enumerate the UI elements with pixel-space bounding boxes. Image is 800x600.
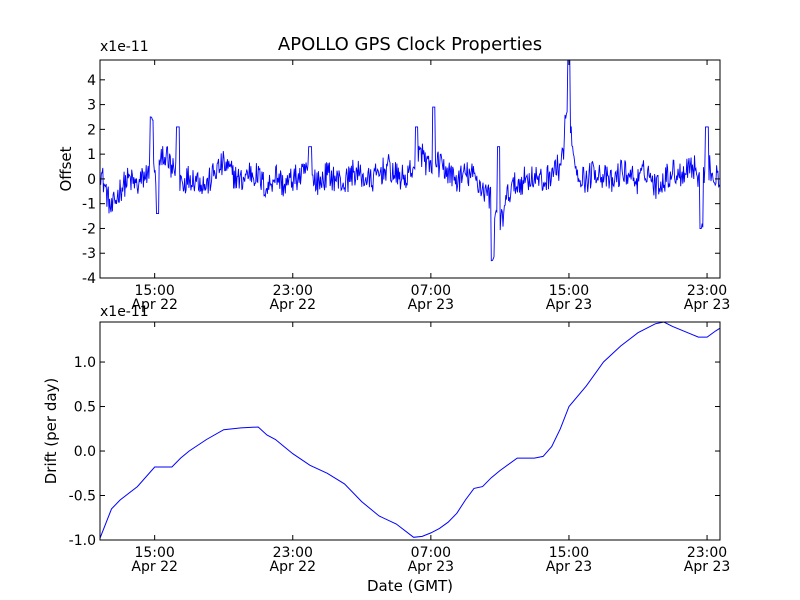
offset-x-tick-time: 15:00 [549,283,589,299]
offset-y-tick-label: -3 [82,246,96,262]
offset-series-line [99,59,721,262]
drift-x-tick-date: Apr 22 [131,559,177,575]
offset-y-tick-label: 3 [87,98,96,114]
offset-y-tick-label: -4 [82,271,96,287]
drift-series-group [99,321,721,539]
drift-axes-frame [99,321,721,541]
drift-y-tick-label: -1.0 [69,533,96,549]
offset-y-tick-label: 4 [87,73,96,89]
drift-x-tick-date: Apr 22 [270,559,316,575]
drift-y-tick-label: 0.0 [74,444,96,460]
drift-multiplier: x1e-11 [100,304,149,320]
offset-y-tick-label: 1 [87,147,96,163]
offset-x-tick-time: 15:00 [134,283,174,299]
offset-x-tick-date: Apr 23 [684,297,730,313]
chart-title: APOLLO GPS Clock Properties [278,34,542,55]
offset-x-tick-date: Apr 23 [408,297,454,313]
offset-x-tick-date: Apr 23 [546,297,592,313]
offset-axes-frame [99,59,721,279]
offset-y-tick-label: -1 [82,197,96,213]
offset-multiplier: x1e-11 [100,39,149,55]
drift-x-tick-time: 23:00 [687,545,727,561]
drift-x-tick-time: 15:00 [549,545,589,561]
offset-y-tick-label: -2 [82,221,96,237]
drift-y-tick-label: 1.0 [74,355,96,371]
offset-x-tick-date: Apr 22 [270,297,316,313]
drift-x-tick-date: Apr 23 [546,559,592,575]
offset-y-tick-label: 2 [87,122,96,138]
drift-y-axis-label: Drift (per day) [42,378,60,485]
offset-y-axis-label: Offset [57,146,75,191]
drift-x-tick-date: Apr 23 [408,559,454,575]
drift-x-tick-time: 07:00 [411,545,451,561]
drift-y-ticks: -1.0 -0.5 0.0 0.5 1.0 [69,355,720,549]
offset-y-tick-label: 0 [87,172,96,188]
drift-series-line [99,321,721,539]
drift-x-tick-time: 15:00 [134,545,174,561]
offset-x-tick-time: 23:00 [687,283,727,299]
offset-x-tick-time: 23:00 [273,283,313,299]
offset-series-group [99,59,721,262]
offset-y-ticks: -4 -3 -2 -1 0 1 2 3 4 [82,73,720,287]
drift-x-tick-time: 23:00 [273,545,313,561]
drift-y-tick-label: -0.5 [69,489,96,505]
drift-y-tick-label: 0.5 [74,400,96,416]
x-axis-label: Date (GMT) [367,577,453,595]
offset-x-tick-time: 07:00 [411,283,451,299]
drift-x-tick-date: Apr 23 [684,559,730,575]
offset-x-tick-date: Apr 22 [131,297,177,313]
